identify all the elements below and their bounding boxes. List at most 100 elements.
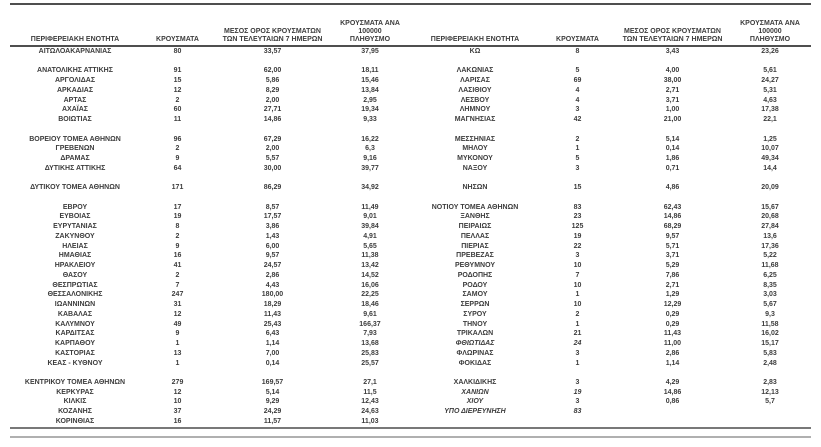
- region-cell: ΑΙΤΩΛΟΑΚΑΡΝΑΝΙΑΣ: [38, 48, 112, 55]
- avg7-cell: 1,14: [265, 340, 280, 348]
- avg7-cell: [615, 57, 730, 67]
- per100k-cell: 9,3: [765, 310, 775, 318]
- cases-cell: 31: [173, 301, 182, 309]
- avg7-cell: 12,29: [663, 301, 682, 309]
- avg7-cell: 18,29: [263, 301, 282, 309]
- cases-cell: 1: [575, 291, 580, 299]
- region-cell: [10, 368, 140, 378]
- spacer-row: [10, 125, 811, 135]
- avg7-cell: 4,29: [665, 378, 680, 386]
- avg7-cell: 0,14: [265, 359, 280, 367]
- per100k-cell: 2,83: [763, 378, 777, 386]
- per100k-cell: 10,07: [761, 145, 779, 153]
- cases-cell: 37: [173, 408, 182, 416]
- per100k-cell: 11,49: [361, 203, 379, 211]
- avg7-cell: 2,71: [665, 281, 680, 289]
- cases-cell: 19: [173, 213, 182, 221]
- per100k-cell: 1,25: [763, 135, 777, 143]
- avg7-cell: 38,00: [663, 77, 682, 85]
- region-cell: ΒΟΡΕΙΟΥ ΤΟΜΕΑ ΑΘΗΝΩΝ: [29, 135, 121, 143]
- cases-cell: [540, 174, 615, 184]
- cases-cell: 3: [575, 164, 580, 172]
- avg7-cell: 24,29: [263, 408, 282, 416]
- region-cell: ΡΟΔΟΠΗΣ: [457, 271, 493, 279]
- per100k-cell: 4,63: [763, 96, 777, 104]
- region-cell: ΕΥΡΥΤΑΝΙΑΣ: [53, 223, 97, 231]
- cases-cell: 4: [575, 96, 580, 104]
- cases-cell: 8: [575, 48, 580, 55]
- table-body: ΑΙΤΩΛΟΑΚΑΡΝΑΝΙΑΣ 80 33,57 37,95 ΚΩ 8 3,43 23,26…: [10, 47, 811, 427]
- avg7-cell: 9,57: [665, 232, 680, 240]
- table-row: ΒΟΙΩΤΙΑΣ 11 14,86 9,33 ΜΑΓΝΗΣΙΑΣ 42 21,00 22,1: [10, 115, 811, 125]
- per100k-cell: 5,83: [763, 349, 777, 357]
- region-cell: ΚΕΝΤΡΙΚΟΥ ΤΟΜΕΑ ΑΘΗΝΩΝ: [24, 378, 126, 386]
- region-cell: ΓΡΕΒΕΝΩΝ: [55, 145, 95, 153]
- cases-cell: 80: [173, 48, 182, 55]
- avg7-cell: 21,00: [663, 116, 682, 124]
- cases-cell: 42: [573, 116, 582, 124]
- region-cell: ΚΑΡΠΑΘΟΥ: [54, 340, 96, 348]
- cases-cell: 2: [175, 145, 180, 153]
- table-row: ΑΡΓΟΛΙΔΑΣ 15 5,86 15,46 ΛΑΡΙΣΑΣ 69 38,00 24,27: [10, 76, 811, 86]
- region-cell: ΗΡΑΚΛΕΙΟΥ: [54, 262, 96, 270]
- per100k-cell: 18,11: [361, 67, 379, 75]
- table-row: ΙΩΑΝΝΙΝΩΝ 31 18,29 18,46 ΣΕΡΡΩΝ 10 12,29 5,67: [10, 300, 811, 310]
- per100k-cell: 20,09: [761, 184, 779, 192]
- cases-cell: 9: [175, 155, 180, 163]
- region-cell: [10, 174, 140, 184]
- cases-cell: 171: [171, 184, 184, 192]
- per100k-cell: 22,1: [763, 116, 777, 124]
- region-cell: ΚΑΛΥΜΝΟΥ: [55, 320, 95, 328]
- per100k-cell: 27,84: [761, 223, 779, 231]
- per100k-cell: 11,38: [361, 252, 379, 260]
- avg7-cell: 4,86: [665, 184, 680, 192]
- cases-cell: 2: [575, 135, 580, 143]
- region-cell: ΔΥΤΙΚΟΥ ΤΟΜΕΑ ΑΘΗΝΩΝ: [30, 184, 120, 192]
- region-cell: ΚΑΣΤΟΡΙΑΣ: [55, 349, 95, 357]
- region-cell: ΕΒΡΟΥ: [62, 203, 88, 211]
- region-cell: ΤΡΙΚΑΛΩΝ: [456, 330, 494, 338]
- per100k-cell: 8,35: [763, 281, 777, 289]
- per100k-cell: 4,91: [363, 232, 377, 240]
- cases-cell: 12: [173, 388, 182, 396]
- cases-cell: [540, 193, 615, 203]
- cases-cell: 22: [573, 242, 582, 250]
- column-header-avg7-right: ΜΕΣΟΣ ΟΡΟΣ ΚΡΟΥΣΜΑΤΩΝ ΤΩΝ ΤΕΛΕΥΤΑΙΩΝ 7 Η…: [622, 28, 723, 43]
- region-cell: ΘΑΣΟΥ: [62, 271, 88, 279]
- avg7-cell: [215, 193, 330, 203]
- spacer-row: [10, 368, 811, 378]
- avg7-cell: 62,00: [263, 67, 282, 75]
- avg7-cell: 169,57: [261, 378, 284, 386]
- avg7-cell: [615, 125, 730, 135]
- cases-cell: 7: [175, 281, 180, 289]
- region-cell: [10, 193, 140, 203]
- cases-cell: 2: [175, 271, 180, 279]
- region-cell: ΠΡΕΒΕΖΑΣ: [456, 252, 494, 260]
- per100k-cell: 11,58: [761, 320, 779, 328]
- region-cell: [410, 174, 540, 184]
- avg7-cell: 0,29: [665, 310, 680, 318]
- region-cell: ΝΟΤΙΟΥ ΤΟΜΕΑ ΑΘΗΝΩΝ: [431, 203, 519, 211]
- cases-cell: 3: [575, 106, 580, 114]
- region-cell: ΛΑΚΩΝΙΑΣ: [456, 67, 494, 75]
- cases-cell: 21: [573, 330, 582, 338]
- per100k-cell: 5,61: [763, 67, 777, 75]
- table-row: ΕΥΡΥΤΑΝΙΑΣ 8 3,86 39,84 ΠΕΙΡΑΙΩΣ 125 68,29 27,8…: [10, 222, 811, 232]
- region-cell: ΝΗΣΩΝ: [462, 184, 488, 192]
- cases-cell: 16: [173, 417, 182, 425]
- cases-cell: 9: [175, 242, 180, 250]
- avg7-cell: 14,86: [663, 388, 682, 396]
- table-row: ΚΟΖΑΝΗΣ 37 24,29 24,63 ΥΠΟ ΔΙΕΡΕΥΝΗΣΗ 83: [10, 407, 811, 417]
- cases-cell: 19: [573, 232, 582, 240]
- cases-cell: 8: [175, 223, 180, 231]
- table-row: ΑΡΤΑΣ 2 2,00 2,95 ΛΕΣΒΟΥ 4 3,71 4,63: [10, 96, 811, 106]
- avg7-cell: 1,43: [265, 232, 280, 240]
- cases-cell: 12: [173, 310, 182, 318]
- per100k-cell: 23,26: [761, 48, 779, 55]
- avg7-cell: 2,86: [265, 271, 280, 279]
- region-cell: ΜΥΚΟΝΟΥ: [457, 155, 493, 163]
- cases-cell: 1: [575, 320, 580, 328]
- per100k-cell: 166,37: [359, 320, 381, 328]
- cases-cell: 1: [575, 359, 580, 367]
- cases-cell: 11: [173, 116, 182, 124]
